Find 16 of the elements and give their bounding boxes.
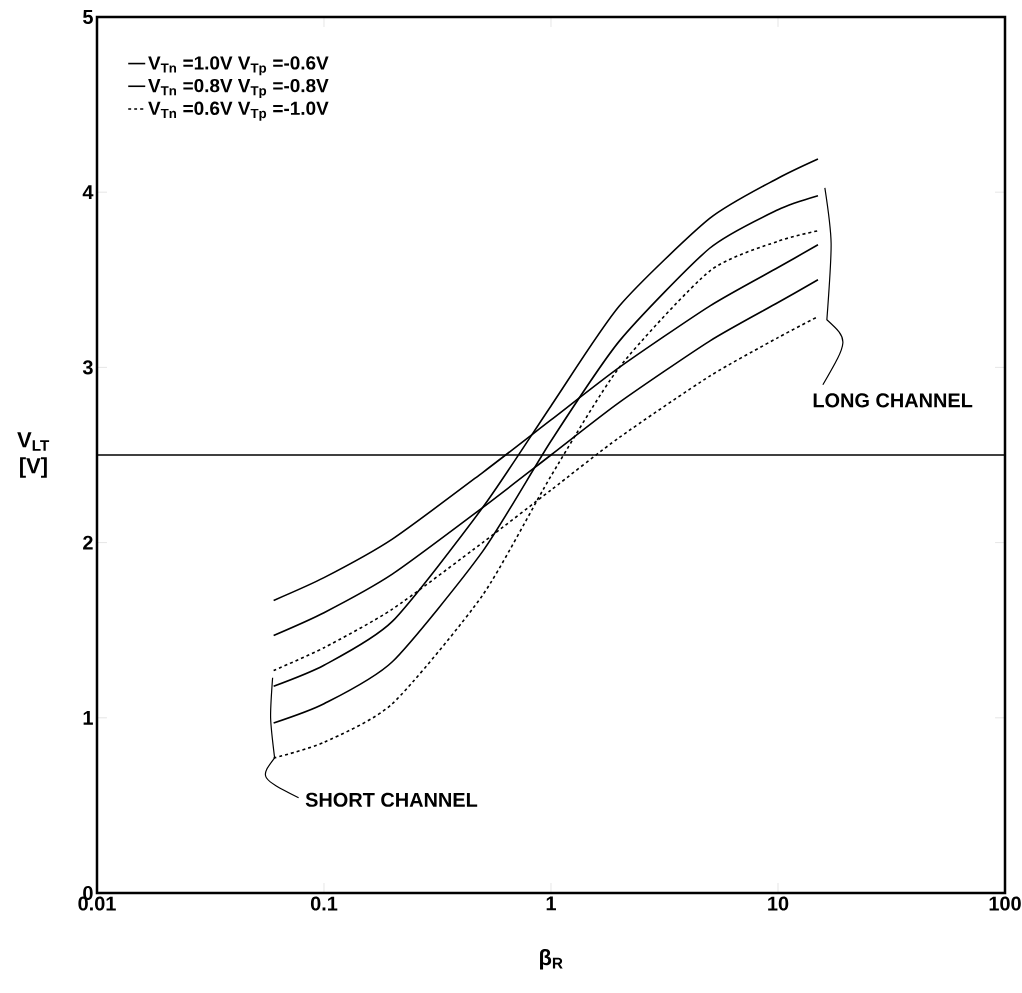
annotation: LONG CHANNEL bbox=[813, 393, 973, 408]
legend-label: V$_{Tn}$ =0.6V V$_{Tp}$ =-1.0V bbox=[148, 101, 329, 121]
x-tick-label: 100 bbox=[989, 896, 1021, 911]
legend-label: V$_{Tn}$ =0.8V V$_{Tp}$ =-0.8V bbox=[148, 78, 329, 99]
y-tick-label: 3 bbox=[82, 360, 93, 375]
y-tick-label: 5 bbox=[83, 10, 93, 24]
annotation: SHORT CHANNEL bbox=[305, 792, 478, 807]
y-axis-title: V$_{LT}$ [V] bbox=[17, 432, 50, 478]
y-tick-label: 4 bbox=[82, 185, 94, 200]
x-tick-label: 1 bbox=[546, 896, 556, 911]
legend-label: V$_{Tn}$ =1.0V V$_{Tp}$ =-0.6V bbox=[148, 56, 329, 76]
y-tick-label: 2 bbox=[83, 535, 93, 550]
x-tick-label: 10 bbox=[768, 896, 789, 911]
y-tick-label: 1 bbox=[83, 710, 93, 725]
x-tick-label: 0.1 bbox=[310, 896, 338, 911]
x-axis-title: β$_{R}$ bbox=[540, 949, 563, 970]
